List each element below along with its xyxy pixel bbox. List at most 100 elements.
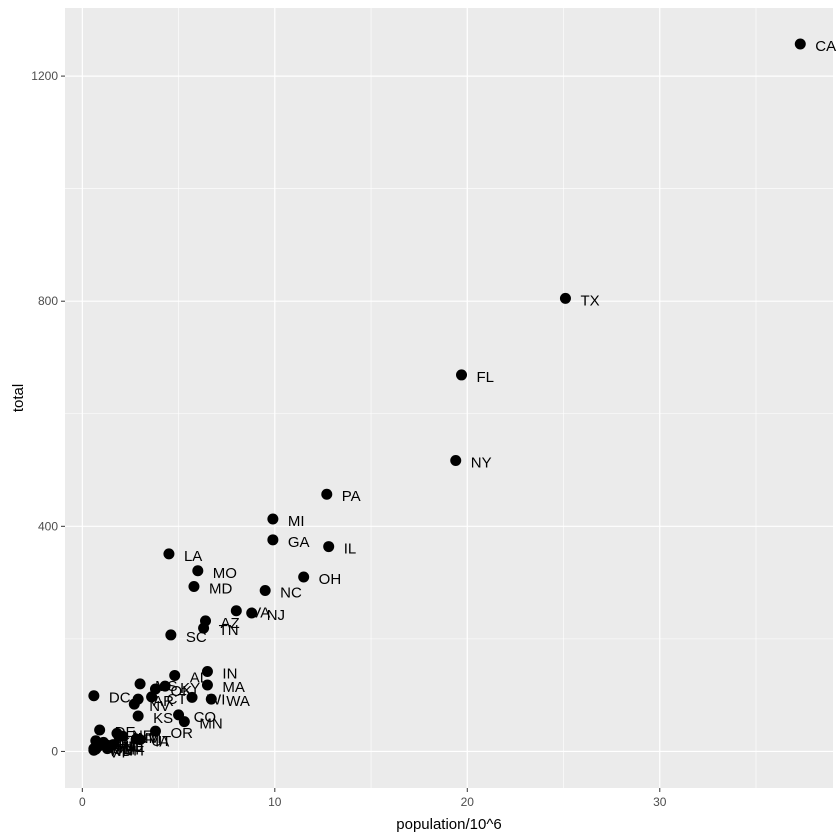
point-label-ct: CT [167, 691, 187, 708]
data-point-tn [198, 622, 210, 634]
data-point-ky [159, 680, 171, 692]
point-label-nh: NH [122, 743, 144, 760]
point-label-wa: WA [226, 693, 250, 710]
data-point-wa [205, 693, 217, 705]
point-label-ks: KS [153, 710, 173, 727]
data-point-ga [267, 534, 279, 546]
data-point-wi [186, 691, 198, 703]
point-label-or: OR [170, 725, 193, 742]
data-point-mi [267, 513, 279, 525]
x-tick-label: 10 [268, 795, 282, 809]
point-label-sd: SD [113, 741, 134, 758]
point-label-nm: NM [138, 730, 161, 747]
point-label-ak: AK [111, 735, 131, 752]
point-label-va: VA [251, 605, 270, 622]
data-point-dc [88, 690, 100, 702]
point-label-oh: OH [319, 571, 342, 588]
data-point-pa [321, 488, 333, 500]
point-label-ia: IA [155, 734, 169, 751]
data-point-nc [259, 584, 271, 596]
point-label-pa: PA [342, 488, 361, 505]
point-label-mi: MI [288, 513, 305, 530]
data-point-nd [90, 743, 102, 755]
data-point-ct [146, 691, 158, 703]
point-label-nj: NJ [267, 607, 285, 624]
data-point-sc [165, 629, 177, 641]
point-label-la: LA [184, 548, 202, 565]
point-label-al: AL [190, 669, 208, 686]
point-label-dc: DC [109, 690, 131, 707]
point-label-me: ME [122, 739, 144, 756]
data-point-fl [456, 369, 468, 381]
point-label-in: IN [222, 666, 237, 683]
point-label-mt: MT [117, 739, 139, 756]
point-label-ny: NY [471, 454, 492, 471]
data-point-in [201, 666, 213, 678]
data-point-la [163, 548, 175, 560]
data-point-ak [90, 735, 102, 747]
point-label-ar: AR [153, 693, 174, 710]
data-point-il [323, 541, 335, 553]
data-point-al [169, 669, 181, 681]
point-label-tx: TX [580, 292, 599, 309]
x-tick-label: 20 [461, 795, 475, 809]
point-label-mn: MN [199, 716, 222, 733]
point-label-wi: WI [207, 691, 225, 708]
point-label-fl: FL [477, 369, 495, 386]
data-point-ut [130, 733, 142, 745]
data-point-mo [192, 565, 204, 577]
point-label-hi: HI [124, 741, 139, 758]
plot-panel [65, 8, 833, 788]
data-point-ny [450, 454, 462, 466]
point-label-ky: KY [180, 680, 200, 697]
y-tick-label: 400 [38, 519, 58, 533]
point-label-ms: MS [155, 678, 178, 695]
point-label-wy: WY [109, 743, 133, 760]
data-point-tx [559, 292, 571, 304]
point-label-nc: NC [280, 584, 302, 601]
data-point-de [94, 724, 106, 736]
data-point-md [188, 581, 200, 593]
point-label-az: AZ [221, 615, 240, 632]
x-axis-ticks: 010203040 [79, 788, 667, 809]
point-label-ma: MA [222, 679, 245, 696]
point-label-wv: WV [134, 730, 158, 747]
point-label-ne: NE [132, 727, 153, 744]
point-label-md: MD [209, 581, 232, 598]
data-point-va [230, 605, 242, 617]
major-gridlines [65, 8, 833, 788]
x-tick-label: 30 [653, 795, 667, 809]
y-tick-label: 1200 [31, 69, 58, 83]
data-points [88, 38, 806, 756]
data-point-nh [101, 743, 113, 755]
data-point-ks [132, 710, 144, 722]
data-point-or [149, 725, 161, 737]
point-label-il: IL [344, 541, 357, 558]
minor-gridlines [65, 8, 833, 788]
data-point-ma [201, 679, 213, 691]
data-point-ca [794, 38, 806, 50]
point-label-mo: MO [213, 565, 237, 582]
point-label-tn: TN [219, 622, 239, 639]
point-label-ut: UT [151, 733, 171, 750]
y-tick-label: 800 [38, 294, 58, 308]
x-tick-label: 0 [79, 795, 86, 809]
point-label-ok: OK [170, 683, 192, 700]
y-axis-ticks: 0 400 800 1200 [31, 69, 65, 758]
y-tick-label: 0 [51, 744, 58, 758]
point-label-sc: SC [186, 629, 207, 646]
point-label-vt: VT [109, 744, 128, 761]
data-point-mn [178, 716, 190, 728]
point-label-de: DE [115, 724, 136, 741]
point-label-nd: ND [111, 743, 133, 760]
point-label-ri: RI [118, 736, 133, 753]
point-label-id: ID [128, 739, 143, 756]
x-axis-title: population/10^6 [396, 816, 501, 833]
point-label-ga: GA [288, 534, 310, 551]
data-point-nj [246, 607, 258, 619]
data-point-ar [132, 693, 144, 705]
data-point-oh [298, 571, 310, 583]
point-label-ca: CA [815, 38, 836, 55]
